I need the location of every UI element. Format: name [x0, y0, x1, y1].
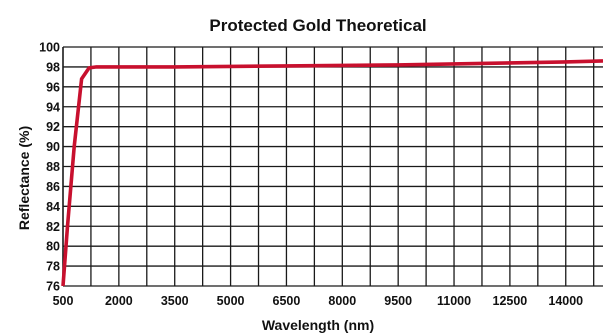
y-tick-label-1: 78	[46, 260, 60, 274]
x-tick-label-0: 500	[53, 294, 74, 308]
y-axis-ticks: 76 78 80 82 84 86 88 90 92 94 96 98 100	[39, 41, 60, 294]
x-tick-label-8: 12500	[493, 294, 528, 308]
y-tick-label-2: 80	[46, 240, 60, 254]
y-axis-label: Reflectance (%)	[16, 126, 32, 230]
y-tick-label-0: 76	[46, 280, 60, 294]
y-tick-label-3: 82	[46, 220, 60, 234]
x-axis-label: Wavelength (nm)	[262, 317, 374, 333]
y-tick-label-9: 94	[46, 100, 60, 114]
grid	[62, 46, 603, 287]
x-tick-label-7: 11000	[437, 294, 471, 308]
plot-area	[61, 59, 603, 287]
x-tick-label-4: 6500	[273, 294, 301, 308]
y-tick-label-10: 96	[46, 80, 60, 94]
x-tick-label-5: 8000	[328, 294, 356, 308]
y-tick-label-7: 90	[46, 140, 60, 154]
y-tick-label-12: 100	[39, 41, 60, 55]
x-tick-label-6: 9500	[384, 294, 412, 308]
chart-title: Protected Gold Theoretical	[209, 16, 426, 35]
x-axis-ticks: 500 2000 3500 5000 6500 8000 9500 11000 12500 140…	[53, 294, 584, 308]
x-tick-label-9: 14000	[548, 294, 583, 308]
y-tick-label-8: 92	[46, 120, 60, 134]
y-tick-label-5: 86	[46, 180, 60, 194]
x-tick-label-1: 2000	[105, 294, 133, 308]
y-tick-label-6: 88	[46, 160, 60, 174]
x-tick-label-3: 5000	[217, 294, 245, 308]
y-tick-label-11: 98	[46, 60, 60, 74]
x-tick-label-2: 3500	[161, 294, 189, 308]
y-tick-label-4: 84	[46, 200, 60, 214]
series-line-0	[61, 59, 603, 287]
